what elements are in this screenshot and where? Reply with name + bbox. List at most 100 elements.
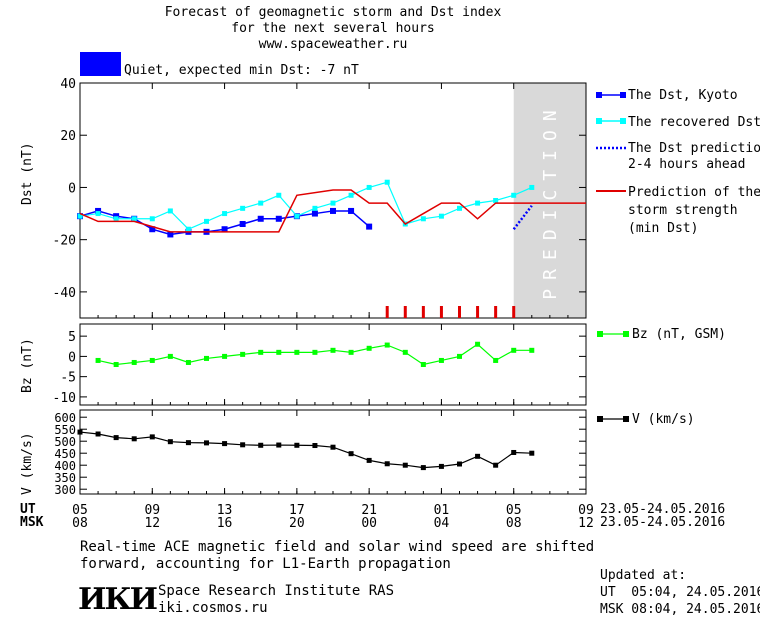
legend-dst-kyoto: The Dst, Kyoto [628,88,738,103]
bz-point [330,347,336,353]
bz-point [457,353,462,359]
legend-storm-3: (min Dst) [628,221,699,236]
v-point [222,441,228,447]
legend-dst-prediction-1: The Dst prediction [628,141,760,156]
v-point [240,442,246,448]
y-tick-label: 5 [68,330,76,345]
v-point [276,442,282,448]
dst-kyoto-point [221,226,228,233]
bz-point [222,353,228,359]
bz-point [493,357,499,363]
bz-point [529,347,535,353]
chart-title-line1: Forecast of geomagnetic storm and Dst in… [164,5,502,20]
bz-point [149,357,155,363]
v-y-axis-label: V (km/s) [20,432,35,495]
recovered-dst-point [475,200,481,206]
recovered-dst-point [312,205,318,211]
ut-tick-label: 05 [506,503,522,518]
recovered-dst-point [457,205,462,211]
y-tick-label: 0 [68,181,76,196]
v-point [493,462,499,468]
recovered-dst-point [185,226,191,232]
dst-kyoto-point [167,231,174,238]
legend-recovered-dst: The recovered Dst [628,115,760,130]
legend-v: V (km/s) [632,412,695,427]
v-point [312,443,318,449]
dst-kyoto-point [239,221,246,227]
recovered-dst-point [330,200,336,206]
recovered-dst-point [276,192,282,198]
recovered-dst-point [95,211,101,217]
ut-tick-label: 21 [361,503,377,518]
legend-bz-marker [597,331,603,337]
v-point [438,463,444,469]
v-point [167,439,173,445]
ut-tick-label: 05 [72,503,88,518]
legend-recovered-marker [620,118,626,124]
y-tick-label: 550 [54,423,76,437]
v-point [420,465,426,471]
dst-kyoto-point [149,226,156,233]
recovered-dst-point [204,218,209,224]
dst-kyoto-point [366,223,373,230]
recovered-dst-point [294,213,300,219]
status-swatch [80,52,121,76]
ut-tick-label: 13 [217,503,233,518]
v-point [131,436,137,442]
recovered-dst-point [222,211,228,217]
recovered-dst-point [420,216,426,222]
legend-storm-2: storm strength [628,203,738,218]
y-tick-label: 400 [54,459,76,473]
ut-tick-label: 09 [578,503,594,518]
legend-dst-prediction-2: 2-4 hours ahead [628,157,746,172]
updated-msk: MSK 08:04, 24.05.2016 [600,602,760,617]
recovered-dst-point [366,184,372,190]
legend-storm-1: Prediction of the [628,185,760,200]
footer-note-2: forward, accounting for L1-Earth propaga… [80,556,451,572]
bz-point [438,357,444,363]
msk-tick-label: 12 [144,516,160,531]
v-point [384,461,390,467]
recovered-dst-point [240,205,246,211]
msk-tick-label: 08 [506,516,522,531]
y-tick-label: 500 [54,435,76,449]
panel-frame [79,323,587,406]
y-tick-label: 600 [54,411,76,425]
bz-point [276,349,282,355]
bz-point [185,359,191,365]
bz-point [420,362,426,367]
y-tick-label: 40 [60,77,76,92]
panel-frame [79,82,587,319]
v-point [529,450,535,456]
bz-point [294,349,300,355]
msk-tick-label: 20 [289,516,305,531]
chart-title-url: www.spaceweather.ru [258,37,408,52]
y-tick-label: 20 [60,129,76,144]
footer-note-1: Real-time ACE magnetic field and solar w… [80,539,595,555]
legend-bz: Bz (nT, GSM) [632,327,726,342]
y-tick-label: -5 [60,371,76,386]
recovered-dst-point [438,213,444,219]
ut-date-range: 23.05-24.05.2016 [600,502,726,517]
recovered-dst-line [79,181,533,230]
dst-kyoto-point [257,215,264,222]
v-point [113,435,119,441]
bz-point [258,349,264,355]
v-point [77,429,83,435]
v-point [511,449,517,455]
legend-v-marker [623,416,629,422]
prediction-label: PREDICTION [540,101,561,299]
ut-tick-label: 09 [144,503,160,518]
bz-point [204,355,209,361]
v-point [330,444,336,450]
bz-point [312,349,318,355]
y-tick-label: -10 [53,391,76,406]
v-line [79,431,532,469]
y-tick-label: 450 [54,447,76,461]
prediction-region [513,83,586,318]
y-tick-label: -40 [53,286,76,301]
y-tick-label: 300 [54,483,76,497]
dst-kyoto-point [348,207,355,214]
bz-point [384,342,390,348]
org-name: Space Research Institute RAS [158,583,395,599]
